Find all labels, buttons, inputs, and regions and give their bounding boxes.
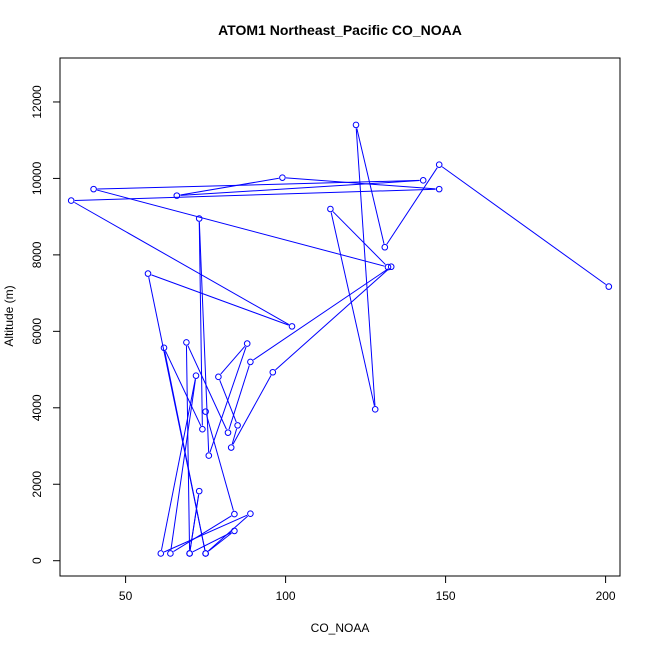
series-layer [67,121,613,557]
y-tick-label-3: 6000 [30,318,44,345]
series-0-segment-3 [355,128,376,406]
series-0-point-35 [157,550,165,557]
series-0-segment-25 [253,268,389,361]
series-0-point-23 [227,444,235,451]
series-0-point-36 [192,372,200,379]
x-tick-label-0: 50 [119,589,133,603]
series-0-point-16 [160,344,168,352]
series-0-segment-34 [163,514,248,553]
series-0-segment-27 [187,345,227,430]
series-0-segment-1 [386,167,438,245]
y-axis-label: Altitude (m) [2,285,16,346]
series-0-segment-4 [330,212,375,406]
series-0-point-10 [279,174,286,181]
series-0-segment-26 [228,365,250,430]
series-0-segment-8 [180,180,420,196]
y-tick-label-0: 0 [30,557,44,564]
series-0-segment-13 [151,274,289,326]
plot-frame [59,57,621,577]
series-0-point-3 [352,121,360,129]
x-tick-label-3: 200 [596,589,616,603]
chart-title: ATOM1 Northeast_Pacific CO_NOAA [218,22,462,38]
series-0-segment-22 [231,428,238,445]
series-0-segment-2 [356,128,385,244]
series-0-point-6 [384,263,392,271]
series-0-point-37 [167,550,174,557]
series-0-point-11 [435,185,443,193]
series-0-segment-33 [207,515,249,552]
series-0-point-2 [381,243,389,251]
series-0-point-22 [234,422,241,429]
series-0-point-20 [243,340,251,347]
series-0-segment-32 [208,532,232,552]
series-0-segment-28 [185,346,191,550]
series-0-point-5 [327,205,334,213]
series-0-point-21 [215,373,222,381]
series-0-point-28 [183,339,190,346]
series-0-segment-10 [285,177,436,190]
x-axis-label: CO_NOAA [311,621,370,635]
series-0-point-27 [224,429,232,436]
y-tick-label-4: 8000 [30,241,44,268]
series-0-point-0 [605,283,613,290]
y-axis-ticks: 0 2000 4000 6000 8000 10000 12000 [30,85,60,564]
y-tick-label-6: 12000 [30,85,44,119]
series-0-segment-36 [170,379,196,550]
series-0-point-12 [67,197,75,204]
series-0-point-1 [435,161,443,168]
series-0-point-31 [186,550,193,557]
x-tick-label-2: 150 [436,589,456,603]
series-0-point-18 [195,215,203,222]
series-0-segment-31 [192,532,232,553]
series-0-segment-11 [74,188,436,201]
series-0-point-38 [231,510,238,518]
series-0-point-8 [419,177,427,184]
x-axis-ticks: 50 100 150 200 [119,576,616,603]
series-0-point-4 [371,406,379,413]
y-tick-label-1: 2000 [30,471,44,498]
series-0-point-39 [202,408,209,415]
series-0-point-14 [144,270,152,277]
series-0-point-25 [387,263,395,271]
series-0-segment-5 [332,211,386,265]
series-0-segment-7 [97,179,420,190]
series-0-segment-19 [209,346,247,453]
series-0-segment-38 [206,414,234,511]
series-0-point-13 [288,323,296,330]
series-0-segment-17 [198,222,203,426]
series-0-point-34 [247,510,254,517]
series-0-segment-9 [180,177,279,196]
y-tick-label-2: 4000 [30,394,44,421]
series-0-segment-6 [96,189,385,267]
series-0-point-7 [90,185,97,193]
series-0-point-19 [205,452,213,459]
series-0-point-26 [247,358,254,366]
y-tick-label-5: 10000 [30,161,44,195]
series-0-segment-24 [275,268,389,371]
series-0-segment-23 [232,375,272,445]
series-0-segment-37 [173,515,232,552]
series-0-point-32 [231,527,238,535]
series-0-segment-0 [441,166,607,285]
series-0-point-9 [173,192,181,199]
series-0-segment-20 [220,345,246,375]
x-tick-label-1: 100 [276,589,296,603]
series-0-point-17 [199,425,206,433]
series-0-segment-30 [189,494,200,550]
series-0-point-30 [195,487,203,495]
series-0-point-24 [269,368,277,376]
series-0-segment-12 [74,201,290,326]
series-0-segment-35 [161,379,196,551]
series-0-point-33 [202,550,209,557]
series-0-segment-16 [165,350,202,427]
